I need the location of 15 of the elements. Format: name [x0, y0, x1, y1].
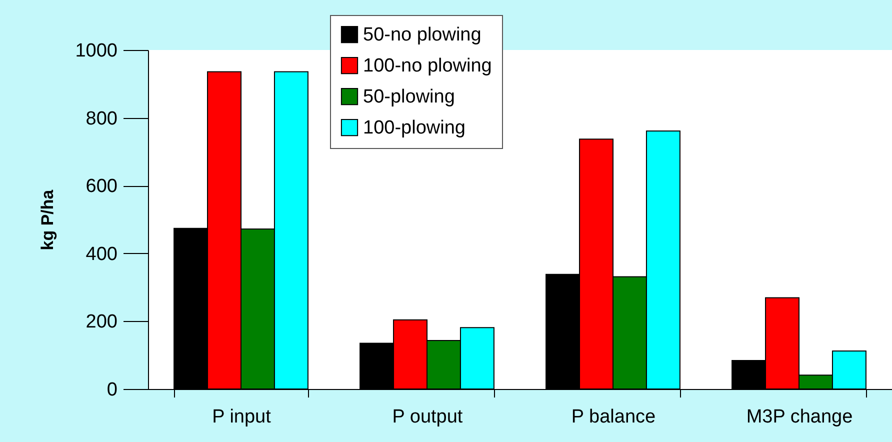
- x-tick-label: P output: [392, 406, 464, 428]
- y-tick-label: 0: [106, 380, 118, 400]
- x-tick-label: P balance: [571, 406, 656, 428]
- x-tick-label: P input: [212, 406, 272, 428]
- y-tick-label: 1000: [75, 40, 118, 62]
- legend-label: 50-plowing: [363, 86, 455, 108]
- x-tick-label: M3P change: [746, 406, 853, 428]
- y-tick-label: 400: [86, 244, 118, 265]
- legend-label: 100-no plowing: [363, 56, 492, 76]
- legend-label: 100-plowing: [363, 118, 466, 138]
- y-tick-label: 200: [86, 312, 118, 333]
- y-tick-label: 600: [86, 176, 118, 198]
- legend-label: 50-no plowing: [363, 24, 482, 46]
- y-tick-label: 800: [86, 108, 118, 130]
- y-axis-title: kg P/ha: [38, 189, 58, 250]
